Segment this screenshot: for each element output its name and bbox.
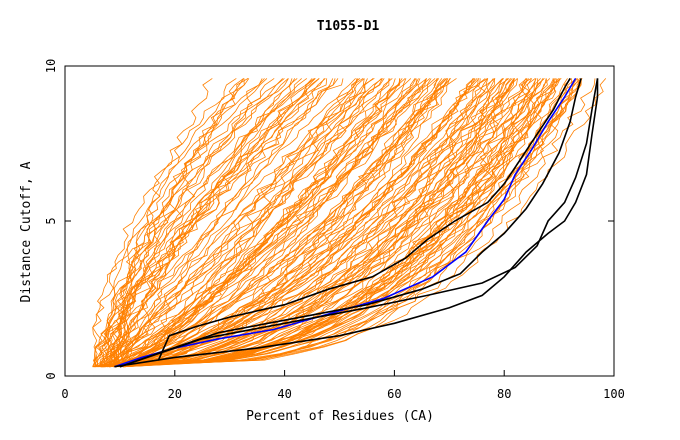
y-tick-label: 0 <box>44 372 58 379</box>
highlight-curve-blue <box>114 77 577 368</box>
background-curve <box>107 78 560 368</box>
background-curve <box>106 78 356 367</box>
x-tick-label: 20 <box>168 387 182 401</box>
background-curve <box>109 78 539 368</box>
background-curve <box>123 78 365 368</box>
background-curves <box>92 78 607 368</box>
background-curve <box>104 78 577 368</box>
background-curve <box>110 78 421 368</box>
background-curve <box>113 78 401 368</box>
x-tick-label: 80 <box>497 387 511 401</box>
background-curve <box>101 78 449 368</box>
background-curve <box>115 78 581 368</box>
background-curve <box>118 78 326 367</box>
background-curve <box>94 78 529 368</box>
highlight-curve-black <box>119 78 599 368</box>
background-curve <box>108 78 419 368</box>
background-curve <box>124 78 393 368</box>
background-curve <box>106 78 551 368</box>
background-curve <box>96 78 439 368</box>
y-tick-label: 5 <box>44 217 58 224</box>
background-curve <box>107 78 489 368</box>
background-curve <box>102 78 488 368</box>
background-curve <box>92 78 237 367</box>
background-curve <box>123 78 432 368</box>
background-curve <box>109 78 448 368</box>
background-curve <box>96 78 316 367</box>
background-curve <box>106 78 391 368</box>
background-curve <box>101 78 528 368</box>
highlight-curve-black <box>157 77 571 361</box>
y-axis-label: Distance Cutoff, A <box>19 161 34 302</box>
background-curve <box>112 78 244 367</box>
x-axis-label: Percent of Residues (CA) <box>246 409 434 424</box>
background-curve <box>108 78 556 368</box>
background-curve <box>116 78 496 368</box>
background-curve <box>106 78 427 368</box>
background-curve <box>117 78 320 367</box>
background-curve <box>94 78 385 368</box>
highlight-curve-black <box>114 78 599 368</box>
background-curve <box>96 78 407 368</box>
background-curve <box>100 78 382 368</box>
background-curve <box>103 78 375 367</box>
x-tick-label: 60 <box>387 387 401 401</box>
background-curve <box>100 78 582 368</box>
highlighted-curves <box>114 77 599 368</box>
background-curve <box>109 78 561 368</box>
highlight-curve-black <box>119 78 582 368</box>
background-curve <box>94 78 505 368</box>
background-curve <box>92 78 339 367</box>
background-curve <box>123 78 427 368</box>
background-curve <box>110 78 496 368</box>
background-curve <box>122 78 396 368</box>
background-curve <box>94 78 275 367</box>
background-curve <box>103 78 582 368</box>
y-axis: 0 5 10 <box>44 59 614 380</box>
background-curve <box>95 78 473 368</box>
background-curve <box>123 78 543 368</box>
background-curve <box>93 78 558 368</box>
background-curve <box>123 78 374 368</box>
background-curve <box>111 78 358 367</box>
background-curve <box>101 78 344 367</box>
background-curve <box>114 78 528 368</box>
x-tick-label: 100 <box>603 387 625 401</box>
x-tick-label: 40 <box>277 387 291 401</box>
background-curve <box>123 78 583 368</box>
background-curve <box>115 78 515 368</box>
background-curve <box>113 78 313 367</box>
background-curve <box>123 78 510 368</box>
background-curve <box>102 78 596 368</box>
x-tick-label: 0 <box>61 387 68 401</box>
background-curve <box>101 78 263 367</box>
background-curve <box>95 78 289 367</box>
background-curve <box>92 78 283 367</box>
background-curve <box>97 78 417 368</box>
background-curve <box>115 78 518 368</box>
background-curve <box>92 78 325 367</box>
background-curve <box>101 78 578 368</box>
background-curve <box>105 78 445 368</box>
background-curve <box>102 78 607 368</box>
background-curve <box>112 78 308 367</box>
chart-title: T1055-D1 <box>317 19 380 34</box>
background-curve <box>108 78 302 367</box>
background-curve <box>99 78 548 368</box>
background-curve <box>104 78 449 368</box>
x-axis: 0 20 40 60 80 100 <box>61 370 625 401</box>
background-curve <box>92 78 480 368</box>
background-curve <box>116 78 451 368</box>
background-curve <box>120 78 475 368</box>
y-tick-label: 10 <box>44 59 58 73</box>
background-curve <box>118 78 368 368</box>
